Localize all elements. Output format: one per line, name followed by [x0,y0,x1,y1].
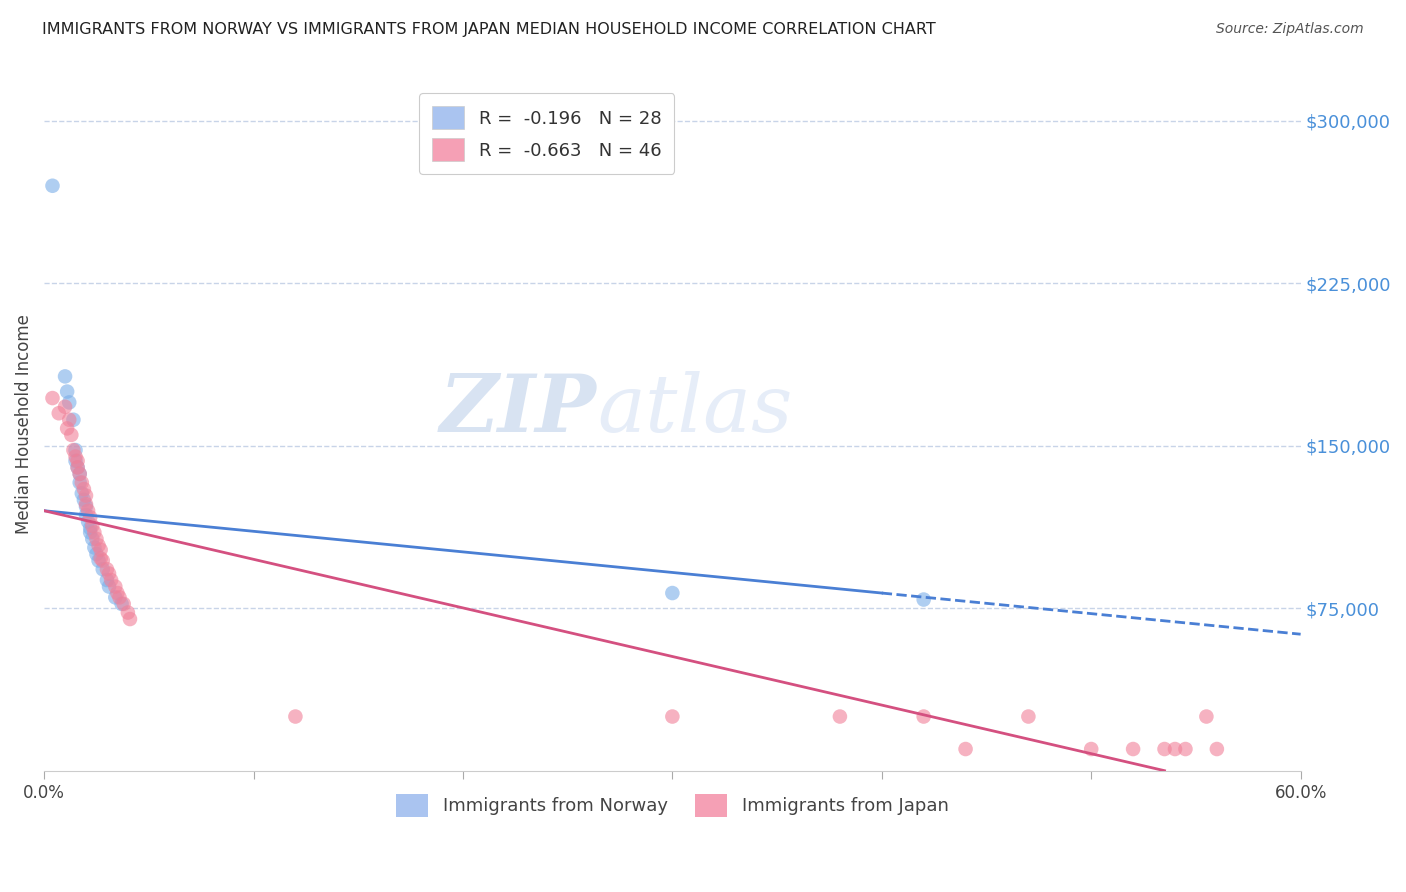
Point [73,482,96,496]
Point [56,421,79,435]
Point [77,515,100,529]
Point [65,450,87,464]
Point [1164,742,1187,756]
Point [117,606,139,620]
Point [82,519,104,533]
Point [69,467,91,481]
Point [112,597,135,611]
Point [56,384,79,399]
Point [86,547,108,561]
Point [96,573,118,587]
Point [66,454,89,468]
Point [70,486,93,500]
Point [87,553,110,567]
Point [284,709,307,723]
Point [66,460,89,475]
Point [82,532,104,546]
Point [60,428,83,442]
Point [118,612,141,626]
Point [110,597,132,611]
Point [661,709,683,723]
Point [79,510,101,524]
Point [69,467,91,481]
Point [48,406,70,420]
Point [69,475,91,490]
Point [73,492,96,507]
Point [104,591,127,605]
Point [75,497,97,511]
Point [83,525,105,540]
Point [90,542,112,557]
Point [58,413,80,427]
Point [1153,742,1175,756]
Point [96,562,118,576]
Point [1122,742,1144,756]
Point [828,709,851,723]
Point [1205,742,1227,756]
Point [98,580,121,594]
Point [108,591,131,605]
Point [91,553,114,567]
Point [100,573,122,587]
Point [53,369,76,384]
Point [912,709,935,723]
Point [53,400,76,414]
Legend: Immigrants from Norway, Immigrants from Japan: Immigrants from Norway, Immigrants from … [388,787,956,824]
Point [1017,709,1039,723]
Point [65,443,87,458]
Point [65,454,87,468]
Point [104,580,127,594]
Point [1174,742,1197,756]
Point [1195,709,1218,723]
Point [91,562,114,576]
Point [75,500,97,514]
Text: ZIP: ZIP [440,371,598,449]
Point [77,504,100,518]
Point [107,586,129,600]
Point [41,391,63,405]
Y-axis label: Median Household Income: Median Household Income [15,314,32,534]
Point [83,541,105,555]
Point [70,475,93,490]
Point [41,178,63,193]
Point [62,443,84,458]
Point [955,742,977,756]
Point [661,586,683,600]
Point [912,592,935,607]
Point [98,566,121,581]
Point [58,395,80,409]
Point [86,532,108,546]
Point [79,525,101,540]
Point [62,413,84,427]
Point [75,489,97,503]
Point [75,508,97,522]
Point [1080,742,1102,756]
Text: IMMIGRANTS FROM NORWAY VS IMMIGRANTS FROM JAPAN MEDIAN HOUSEHOLD INCOME CORRELAT: IMMIGRANTS FROM NORWAY VS IMMIGRANTS FRO… [42,22,936,37]
Point [66,460,89,475]
Point [79,521,101,535]
Point [87,538,110,552]
Text: Source: ZipAtlas.com: Source: ZipAtlas.com [1216,22,1364,37]
Text: atlas: atlas [598,371,793,449]
Point [90,551,112,566]
